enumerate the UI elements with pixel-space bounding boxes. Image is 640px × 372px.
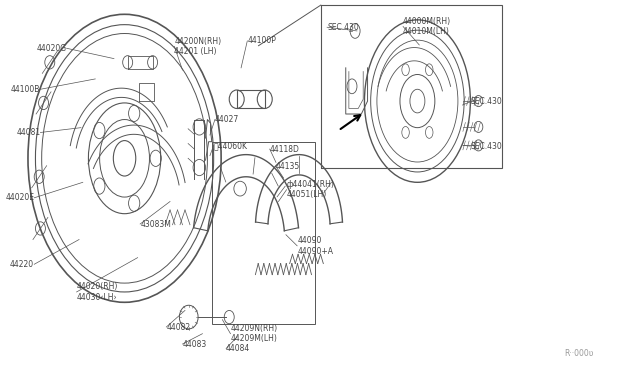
Text: 44135: 44135 [276,162,300,171]
Text: 44020(RH)
44030‹LH›: 44020(RH) 44030‹LH› [77,282,118,302]
Text: 44090
44090+A: 44090 44090+A [297,236,333,256]
Text: 43083M: 43083M [140,219,171,228]
Text: 44200N(RH)
44201 (LH): 44200N(RH) 44201 (LH) [174,37,221,56]
Text: 44082: 44082 [166,323,191,331]
Text: 44083: 44083 [182,340,207,349]
Text: SEC.430: SEC.430 [470,97,502,106]
Text: 44020E: 44020E [5,193,34,202]
Text: 。44060K: 。44060K [214,141,248,150]
Text: 44220: 44220 [10,260,34,269]
Text: R··000ʋ: R··000ʋ [564,350,593,359]
Text: 44020G: 44020G [36,44,67,53]
Bar [321,5,502,167]
Text: 44000M(RH)
44010M(LH): 44000M(RH) 44010M(LH) [403,17,451,36]
Text: 44081: 44081 [16,128,40,137]
Text: 44118D: 44118D [269,145,300,154]
Text: 44100B: 44100B [11,85,40,94]
Text: 44209N(RH)
44209M(LH): 44209N(RH) 44209M(LH) [230,324,278,343]
Text: SEC.430: SEC.430 [327,23,359,32]
Text: ф44041(RH)
44051(LH): ф44041(RH) 44051(LH) [287,180,335,199]
Text: 44084: 44084 [226,344,250,353]
Text: SEC.430: SEC.430 [470,142,502,151]
Text: 44100P: 44100P [247,36,276,45]
Text: 44027: 44027 [215,115,239,124]
Bar [212,142,315,324]
